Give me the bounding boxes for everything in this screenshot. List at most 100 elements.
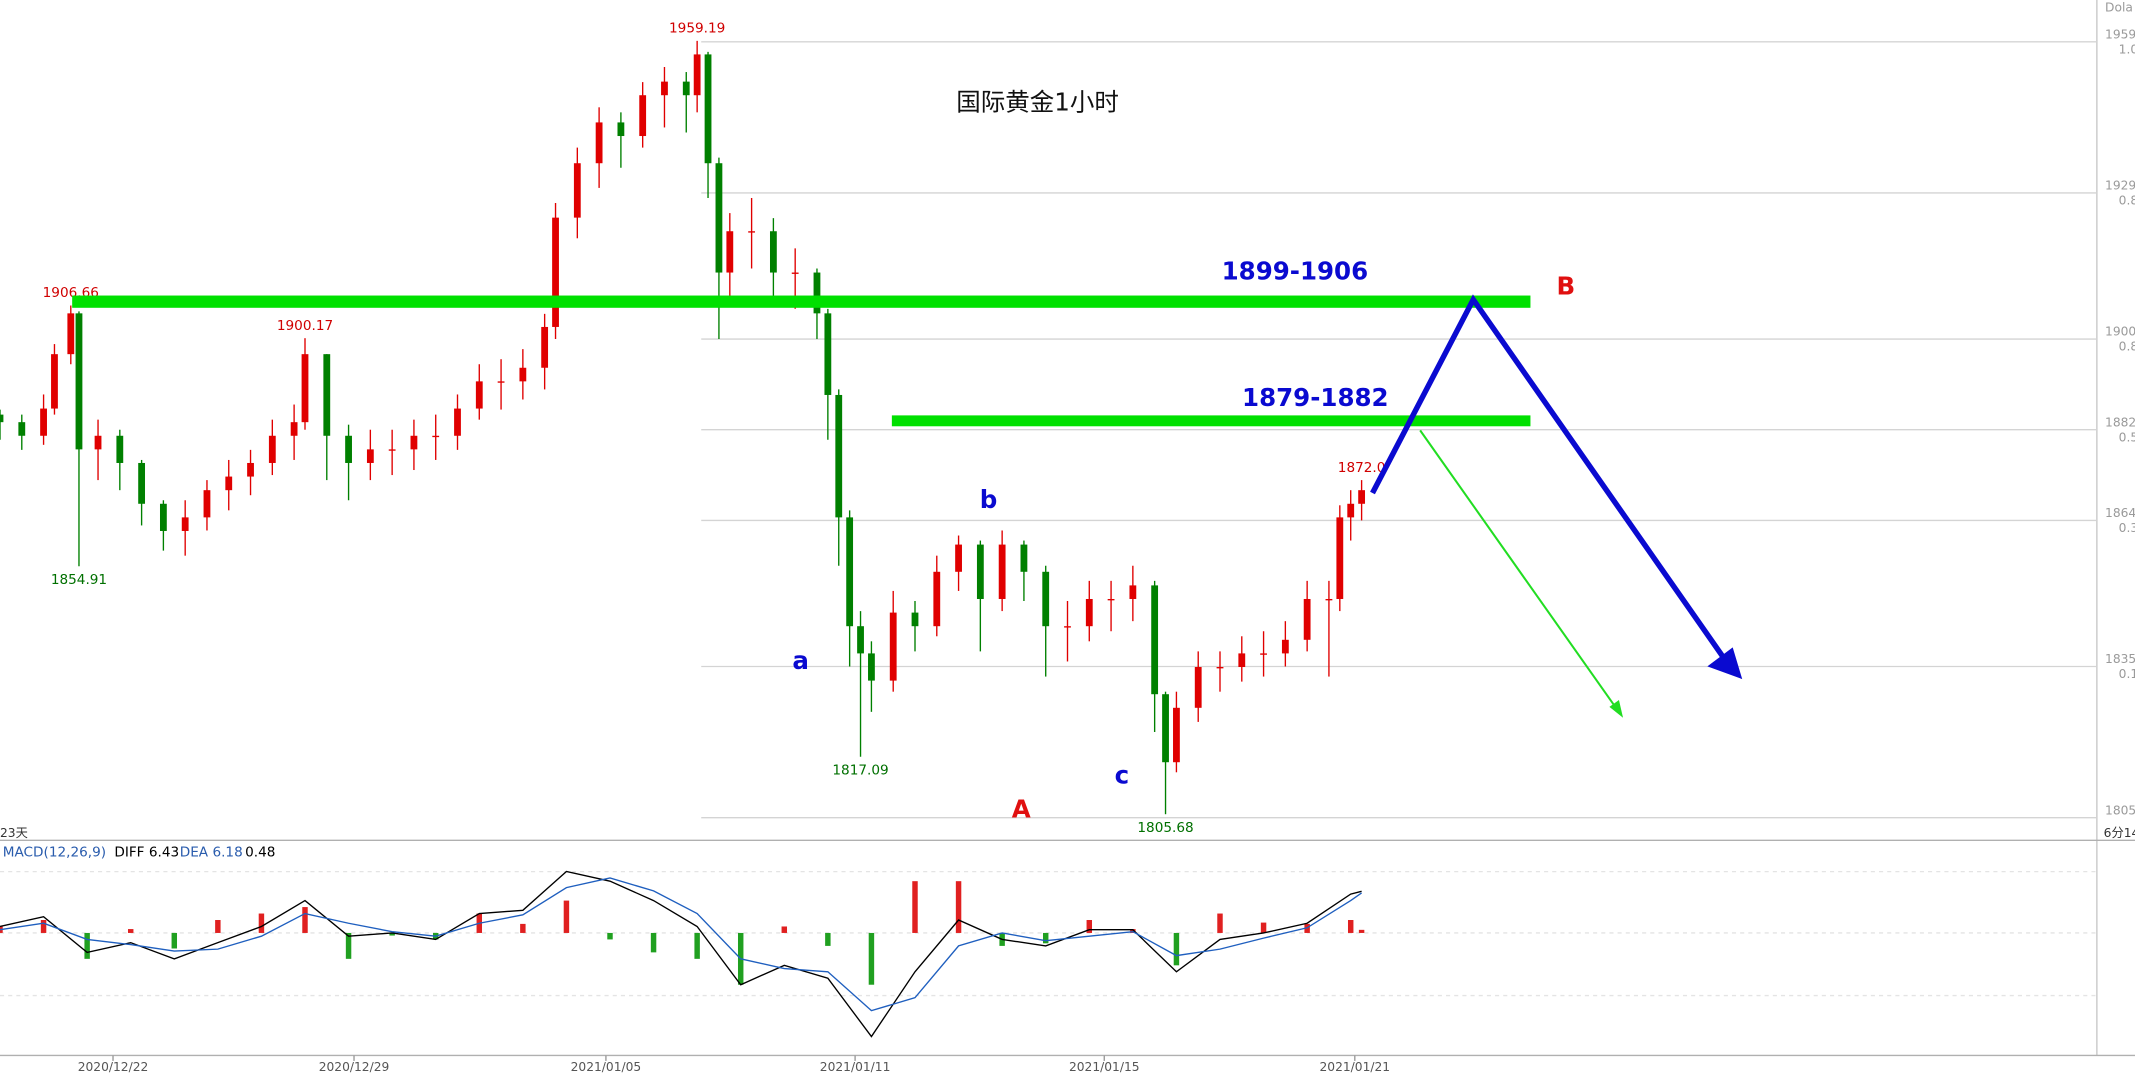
candle-body xyxy=(1303,598,1311,640)
candle-body xyxy=(1325,598,1333,601)
candle-body xyxy=(661,81,668,96)
macd-hist-bar xyxy=(84,932,90,959)
candle-body xyxy=(824,313,832,395)
macd-hist-bar xyxy=(258,913,265,933)
candle-body xyxy=(1085,598,1093,627)
candle-body xyxy=(138,462,146,504)
candle-body xyxy=(889,612,897,681)
resistance-zone xyxy=(891,415,1531,427)
candle-body xyxy=(67,313,75,355)
wave-label: b xyxy=(980,485,998,514)
candle-body xyxy=(704,54,712,164)
macd-hist-bar xyxy=(607,932,613,940)
candle-body xyxy=(1064,626,1071,628)
candle-body xyxy=(290,422,298,436)
candle-body xyxy=(715,163,723,273)
candle-body xyxy=(116,435,124,463)
candle-body xyxy=(159,503,167,531)
candle-body xyxy=(813,272,821,314)
candle-body xyxy=(552,217,559,327)
candle-body xyxy=(18,422,26,436)
fib-label: 0.5 xyxy=(2119,430,2135,444)
candle-body xyxy=(693,54,701,96)
candle-body xyxy=(998,544,1006,599)
macd-legend: DEA 6.18 xyxy=(180,845,243,861)
candle-body xyxy=(1216,667,1224,669)
fib-label: 0.8 xyxy=(2119,194,2135,208)
wave-label: c xyxy=(1115,760,1130,789)
x-tick-label: 2020/12/22 xyxy=(78,1060,149,1074)
candle-body xyxy=(748,231,756,233)
wave-label: B xyxy=(1557,271,1576,300)
alt-path xyxy=(1419,429,1618,709)
x-tick-label: 2020/12/29 xyxy=(319,1060,390,1074)
macd-hist-bar xyxy=(563,900,570,933)
legend-name: DIFF xyxy=(114,845,144,861)
candle-body xyxy=(203,490,211,518)
y-tick-label: 1929 xyxy=(2105,179,2135,193)
macd-hist-bar xyxy=(1173,932,1180,966)
zone-label: 1879-1882 xyxy=(1242,383,1389,412)
macd-hist-bar xyxy=(650,932,657,953)
macd-hist-bar xyxy=(1260,922,1267,933)
y-tick-label: 1864 xyxy=(2105,506,2135,520)
candle-body xyxy=(726,231,734,273)
fib-label: 0.3 xyxy=(2119,521,2135,535)
y-tick-label: 1900 xyxy=(2105,325,2135,339)
macd-hist-bar xyxy=(1358,929,1365,933)
macd-legend: DIFF 6.43 xyxy=(114,845,179,861)
y-tick-label: 1835 xyxy=(2105,652,2135,666)
y-tick-label: 1882 xyxy=(2105,415,2135,429)
macd-hist-bar xyxy=(1217,913,1223,933)
wave-label: a xyxy=(792,646,809,675)
macd-hist-bar xyxy=(520,923,526,933)
fib-label: 0.8 xyxy=(2119,340,2135,354)
macd-hist-bar xyxy=(1042,932,1049,944)
marks: 19591.019290.819000.818820.518640.318350… xyxy=(0,21,2135,1074)
candle-body xyxy=(1129,585,1137,599)
arrow-head xyxy=(1609,700,1624,718)
macd-hist-bar xyxy=(912,881,918,933)
legend-value: 6.18 xyxy=(212,845,242,861)
fib-label: 0.1 xyxy=(2119,667,2135,681)
candle-body xyxy=(51,354,58,409)
candle-body xyxy=(1281,639,1289,654)
wave-label: A xyxy=(1012,794,1031,823)
candle-body xyxy=(846,517,854,627)
x-tick-label: 2021/01/15 xyxy=(1069,1060,1140,1074)
macd-hist-bar xyxy=(955,881,962,933)
legend-value: 6.43 xyxy=(149,845,179,861)
extreme-label: 1959.19 xyxy=(669,21,725,37)
candle-body xyxy=(1173,707,1180,763)
candle-body xyxy=(323,354,331,436)
macd-hist-bar xyxy=(1347,920,1354,933)
arrow-head xyxy=(1707,647,1743,680)
macd-hist-bar xyxy=(694,932,700,959)
candle-body xyxy=(519,367,527,382)
macd-title: MACD(12,26,9) xyxy=(3,845,106,861)
candle-body xyxy=(366,449,374,463)
candle-body xyxy=(454,408,461,436)
candle-body xyxy=(933,571,941,627)
candle-body xyxy=(1358,490,1366,504)
candle-body xyxy=(1107,598,1115,601)
extreme-label: 1805.68 xyxy=(1137,820,1193,836)
macd-hist-bar xyxy=(389,932,395,936)
candle-body xyxy=(410,435,418,450)
candle-body xyxy=(1020,544,1028,572)
macd-line xyxy=(0,877,1362,1012)
macd-hist-bar xyxy=(171,932,178,949)
candle-body xyxy=(75,313,83,450)
candle-body xyxy=(595,122,603,164)
resistance-zone xyxy=(72,295,1531,308)
x-tick-label: 2021/01/21 xyxy=(1319,1060,1390,1074)
candle-body xyxy=(769,231,777,273)
candle-body xyxy=(181,517,189,531)
candle-body xyxy=(225,476,233,491)
macd-hist-bar xyxy=(1086,920,1093,933)
x-tick-label: 2021/01/05 xyxy=(571,1060,642,1074)
macd-hist-bar xyxy=(345,932,352,959)
